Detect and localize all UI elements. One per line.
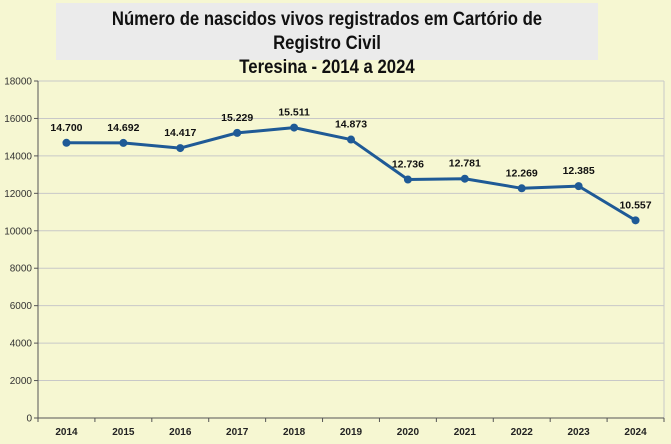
data-label: 12.385: [563, 165, 595, 177]
y-tick-label: 2000: [10, 376, 33, 387]
chart-title-box: Número de nascidos vivos registrados em …: [56, 3, 598, 78]
data-label: 14.700: [50, 122, 82, 134]
y-tick-label: 18000: [4, 77, 32, 88]
data-point: [119, 138, 128, 147]
x-tick-label: 2019: [340, 427, 363, 438]
y-tick-label: 0: [26, 414, 32, 425]
data-point: [347, 135, 355, 144]
data-label: 12.736: [392, 159, 424, 171]
y-tick-label: 16000: [4, 114, 32, 125]
data-label: 14.692: [107, 122, 139, 134]
y-tick-label: 10000: [4, 226, 32, 237]
x-tick-label: 2017: [226, 427, 249, 438]
data-point: [233, 128, 242, 137]
x-tick-label: 2014: [55, 427, 78, 438]
y-tick-label: 6000: [10, 301, 33, 312]
y-tick-label: 4000: [10, 339, 33, 350]
data-label: 15.229: [221, 112, 253, 124]
data-point: [290, 123, 299, 132]
data-point: [403, 175, 412, 184]
data-point: [574, 182, 583, 191]
x-tick-label: 2015: [112, 427, 135, 438]
data-point: [517, 184, 526, 193]
x-tick-label: 2018: [283, 427, 306, 438]
data-point: [460, 174, 469, 183]
chart-title: Número de nascidos vivos registrados em …: [111, 9, 543, 54]
data-point: [62, 138, 71, 147]
data-label: 14.873: [335, 119, 367, 131]
data-label: 15.511: [278, 107, 310, 119]
data-point: [631, 216, 640, 225]
y-tick-label: 8000: [10, 264, 33, 275]
x-tick-label: 2023: [568, 427, 591, 438]
data-label: 12.781: [449, 158, 481, 170]
chart-subtitle: Teresina - 2014 a 2024: [239, 57, 415, 78]
data-label: 14.417: [164, 127, 196, 139]
data-label: 10.557: [619, 199, 651, 211]
x-tick-label: 2016: [169, 427, 192, 438]
x-tick-label: 2024: [624, 427, 647, 438]
x-tick-label: 2021: [454, 427, 477, 438]
data-point: [176, 144, 185, 153]
y-tick-label: 14000: [4, 151, 32, 162]
x-tick-label: 2022: [511, 427, 534, 438]
y-tick-label: 12000: [4, 189, 32, 200]
data-label: 12.269: [506, 167, 538, 179]
x-tick-label: 2020: [397, 427, 420, 438]
